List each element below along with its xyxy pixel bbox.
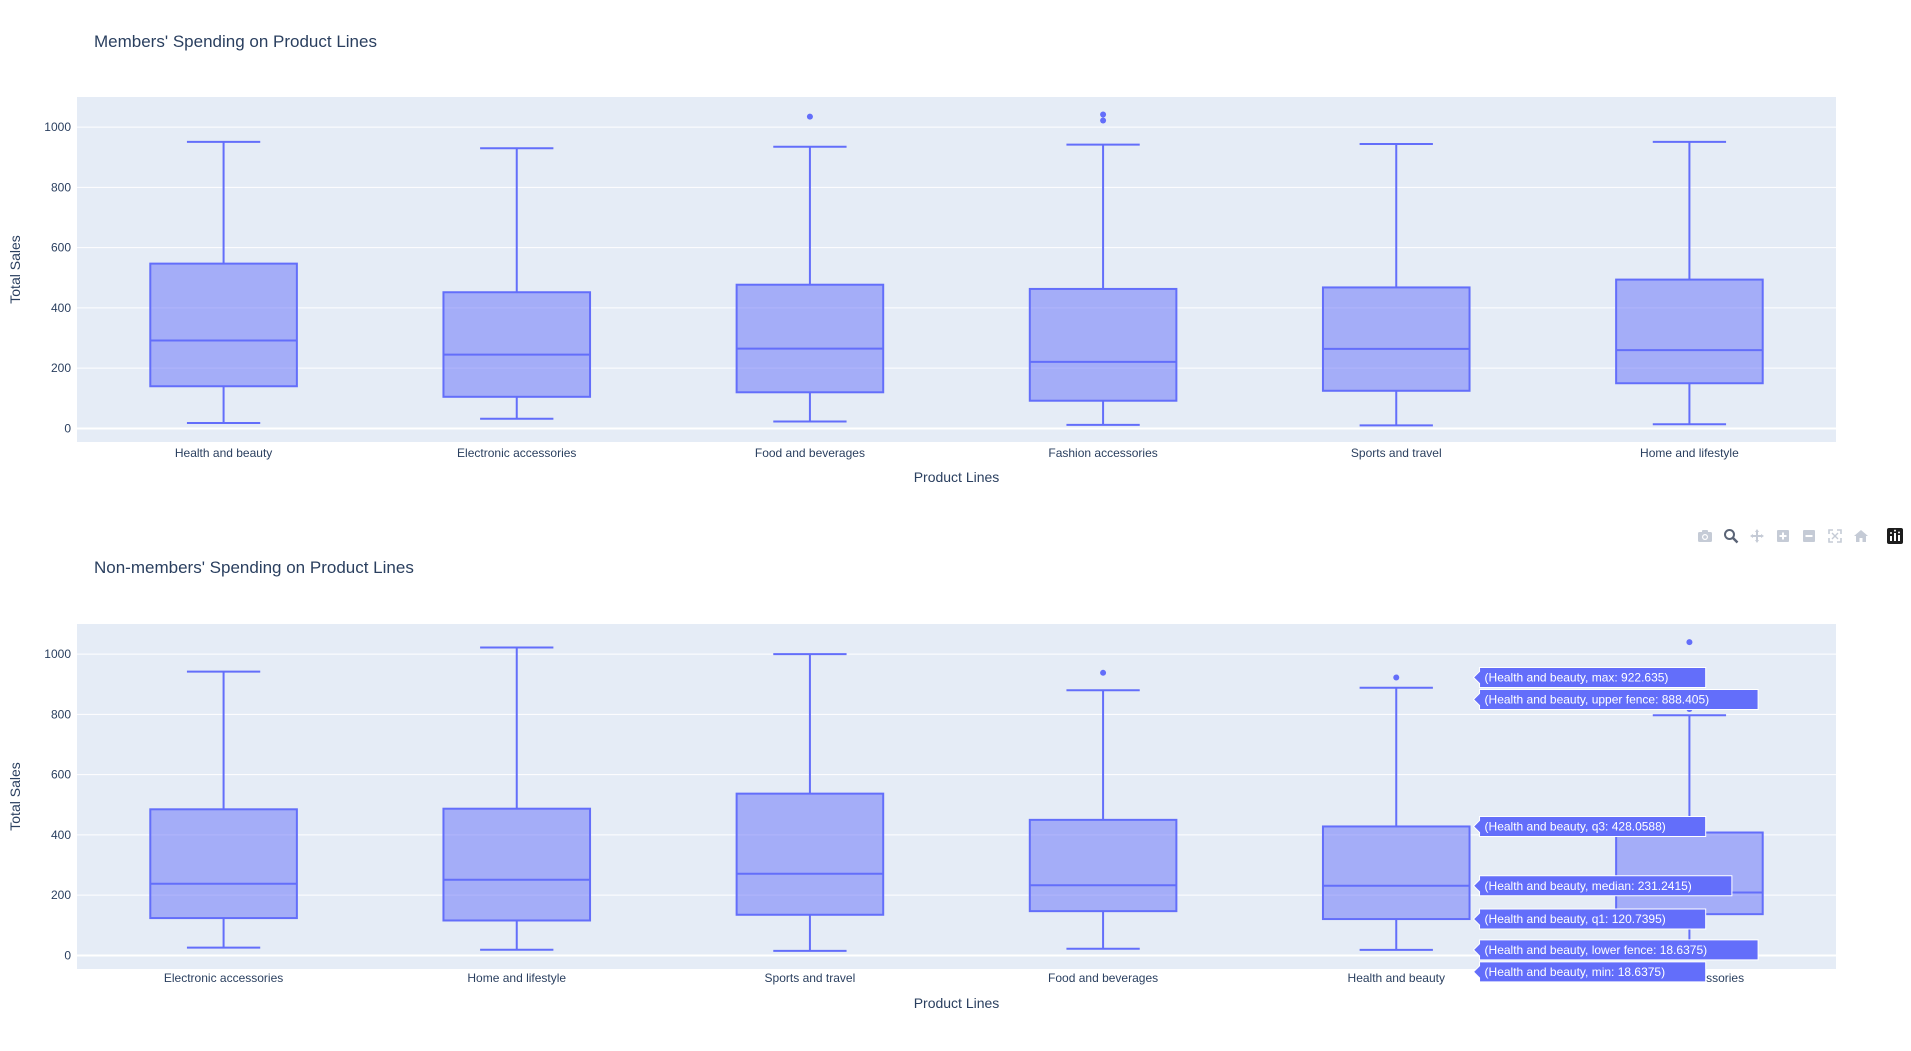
plotly-logo-icon[interactable]: [1884, 525, 1906, 547]
hover-label-text: (Health and beauty, max: 922.635): [1485, 670, 1669, 684]
hover-label: (Health and beauty, lower fence: 18.6375…: [1472, 939, 1759, 961]
pan-icon[interactable]: [1746, 525, 1768, 547]
x-tick-label: Home and lifestyle: [467, 971, 566, 985]
hover-label-text: (Health and beauty, q1: 120.7395): [1485, 912, 1666, 926]
iqr-box: [735, 792, 885, 916]
chart-panel-2: 0 200 400 600 800 1000 Non-members' Spending o…: [7, 558, 1836, 1011]
box-electronic-accessories: [149, 670, 298, 949]
box-electronic-accessories: [442, 147, 592, 420]
hover-label-bg: [1472, 939, 1759, 961]
hover-label: (Health and beauty, min: 18.6375): [1472, 961, 1707, 983]
iqr-box: [442, 807, 592, 922]
outlier-point: [1100, 669, 1107, 676]
box-sports-and-travel: [1321, 143, 1471, 427]
hover-label: (Health and beauty, max: 922.635): [1472, 666, 1707, 688]
y-tick-label: 600: [51, 241, 71, 255]
y-axis-label: Total Sales: [7, 762, 23, 830]
box-fashion-accessories: [1028, 111, 1178, 426]
x-tick-label: Health and beauty: [175, 446, 272, 460]
y-tick-label: 800: [51, 180, 71, 194]
y-tick-label: 1000: [44, 120, 71, 134]
outlier-point: [806, 113, 813, 120]
box-health-and-beauty: [149, 140, 298, 425]
camera-icon[interactable]: [1694, 525, 1716, 547]
hover-label-bg: [1472, 875, 1733, 897]
x-axis-label: Product Lines: [914, 995, 1000, 1011]
box-food-and-beverages: [1028, 669, 1178, 950]
iqr-box: [442, 291, 592, 398]
iqr-box: [1615, 831, 1764, 916]
x-tick-label: Electronic accessories: [457, 446, 576, 460]
iqr-box: [1615, 278, 1764, 385]
chart-title: Non-members' Spending on Product Lines: [94, 558, 414, 577]
x-tick-label: Home and lifestyle: [1640, 446, 1739, 460]
y-tick-label: 600: [51, 768, 71, 782]
iqr-box: [149, 808, 298, 920]
x-tick-label: Electronic accessories: [164, 971, 283, 985]
hover-label-text: (Health and beauty, lower fence: 18.6375…: [1485, 943, 1708, 957]
y-tick-label: 400: [51, 301, 71, 315]
hover-label: (Health and beauty, upper fence: 888.405…: [1472, 688, 1759, 710]
x-tick-label: Food and beverages: [755, 446, 865, 460]
hover-label-text: (Health and beauty, upper fence: 888.405…: [1485, 692, 1710, 706]
hover-label-bg: [1472, 815, 1707, 837]
zoom-in-icon[interactable]: [1772, 525, 1794, 547]
x-tick-label: Fashion accessories: [1048, 446, 1157, 460]
chart-title: Members' Spending on Product Lines: [94, 32, 377, 51]
hover-label-bg: [1472, 666, 1707, 688]
chart-panel-1: 0 200 400 600 800 1000 Members' Spending on Pr…: [7, 32, 1836, 485]
box-health-and-beauty: [1321, 674, 1471, 951]
y-tick-label: 0: [64, 421, 71, 435]
y-tick-label: 800: [51, 707, 71, 721]
iqr-box: [1321, 825, 1471, 921]
box-sports-and-travel: [735, 653, 885, 952]
x-tick-label: Sports and travel: [765, 971, 856, 985]
box-home-and-lifestyle: [1615, 140, 1764, 426]
hover-label: (Health and beauty, q3: 428.0588): [1472, 815, 1707, 837]
iqr-box: [1321, 286, 1471, 392]
outlier-point: [1686, 639, 1693, 646]
iqr-box: [149, 262, 298, 388]
zoom-out-icon[interactable]: [1798, 525, 1820, 547]
x-tick-label: Food and beverages: [1048, 971, 1158, 985]
y-tick-label: 400: [51, 828, 71, 842]
modebar: [1694, 525, 1906, 547]
iqr-box: [1028, 818, 1178, 913]
box-food-and-beverages: [735, 113, 885, 423]
iqr-box: [735, 283, 885, 394]
box-home-and-lifestyle: [442, 646, 592, 951]
hover-label: (Health and beauty, q1: 120.7395): [1472, 908, 1707, 930]
x-axis-label: Product Lines: [914, 469, 1000, 485]
y-tick-label: 1000: [44, 647, 71, 661]
plot-area: [77, 97, 1836, 442]
outlier-point: [1100, 111, 1107, 118]
reset-axes-icon[interactable]: [1850, 525, 1872, 547]
hover-label-text: (Health and beauty, q3: 428.0588): [1485, 819, 1666, 833]
hover-labels: (Health and beauty, max: 922.635) (Health…: [1472, 666, 1759, 983]
y-axis-label: Total Sales: [7, 235, 23, 303]
y-tick-label: 200: [51, 888, 71, 902]
hover-label-bg: [1472, 961, 1707, 983]
x-tick-label: Health and beauty: [1348, 971, 1445, 985]
outlier-point: [1393, 674, 1400, 681]
hover-label-bg: [1472, 908, 1707, 930]
zoom-icon[interactable]: [1720, 525, 1742, 547]
hover-label-text: (Health and beauty, median: 231.2415): [1485, 879, 1692, 893]
hover-label-text: (Health and beauty, min: 18.6375): [1485, 965, 1666, 979]
x-tick-label: Sports and travel: [1351, 446, 1442, 460]
outlier-point: [1100, 117, 1107, 124]
autoscale-icon[interactable]: [1824, 525, 1846, 547]
hover-label: (Health and beauty, median: 231.2415): [1472, 875, 1733, 897]
hover-label-bg: [1472, 688, 1759, 710]
y-tick-label: 200: [51, 361, 71, 375]
iqr-box: [1028, 287, 1178, 402]
y-tick-label: 0: [64, 948, 71, 962]
